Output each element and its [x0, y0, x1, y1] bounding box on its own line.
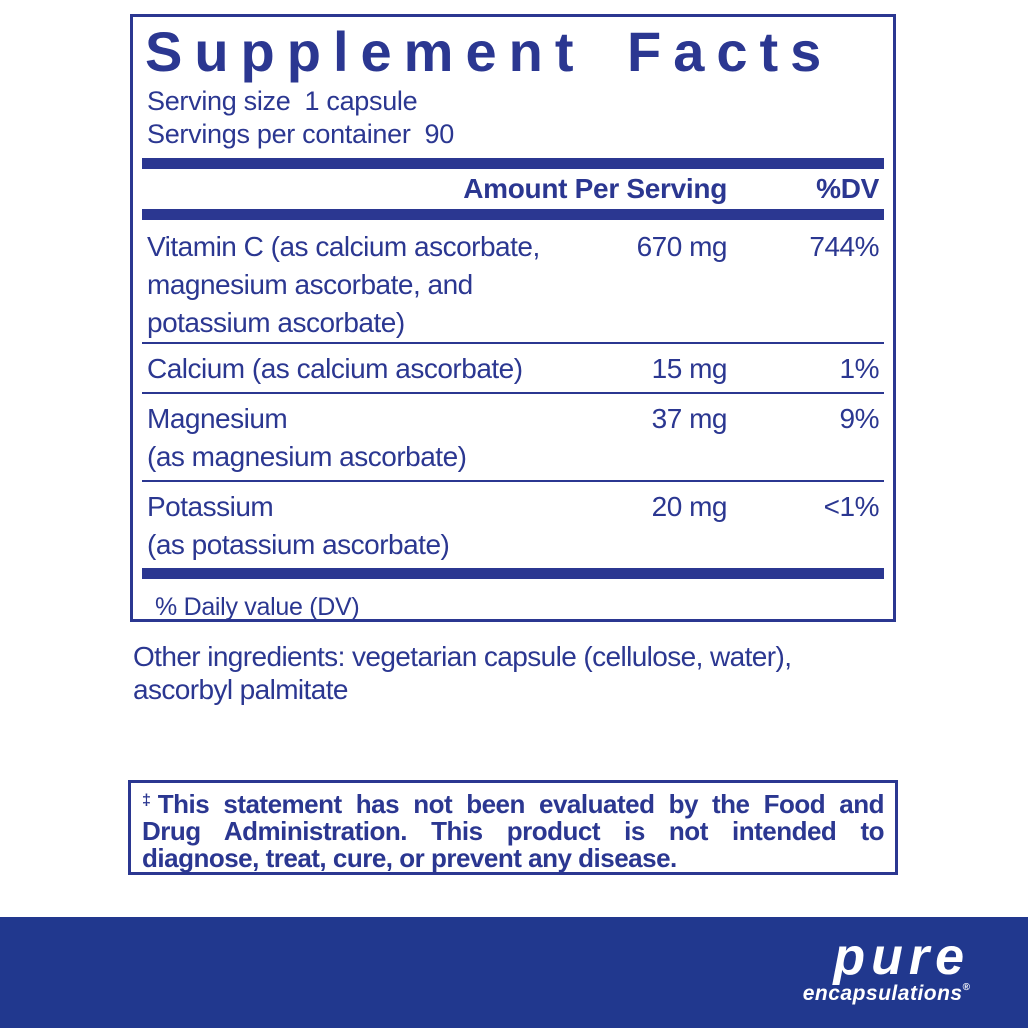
supplement-facts-title: Supplement Facts	[145, 20, 834, 83]
nutrient-name: Magnesium (as magnesium ascorbate)	[147, 400, 577, 476]
divider-thick-bottom	[142, 568, 884, 579]
divider-thin	[142, 480, 884, 482]
table-row-calcium: Calcium (as calcium ascorbate) 15 mg 1%	[133, 344, 893, 392]
nutrient-name-line: Calcium (as calcium ascorbate)	[147, 353, 523, 384]
nutrient-name-line: (as potassium ascorbate)	[147, 529, 450, 560]
fda-disclaimer-box: ‡This statement has not been evaluated b…	[128, 780, 898, 875]
nutrient-amount: 20 mg	[651, 491, 728, 522]
divider-thin	[142, 342, 884, 344]
table-row-vitamin-c: Vitamin C (as calcium ascorbate, magnesi…	[133, 220, 893, 342]
disclaimer-line: ‡This statement has not been evaluated b…	[142, 787, 885, 819]
other-ingredients-line: Other ingredients: vegetarian capsule (c…	[133, 641, 792, 672]
nutrient-name-line: Potassium	[147, 491, 274, 522]
servings-per-container-value: 90	[424, 119, 455, 149]
other-ingredients: Other ingredients: vegetarian capsule (c…	[133, 640, 908, 706]
divider-thin	[142, 392, 884, 394]
serving-size-value: 1 capsule	[304, 86, 418, 116]
serving-size-label: Serving size	[147, 86, 291, 116]
daily-value-footnote: % Daily value (DV)	[155, 593, 360, 621]
brand-subname: encapsulations®	[802, 982, 970, 1005]
nutrient-name: Vitamin C (as calcium ascorbate, magnesi…	[147, 228, 577, 342]
nutrient-name-line: (as magnesium ascorbate)	[147, 441, 467, 472]
nutrient-name: Potassium (as potassium ascorbate)	[147, 488, 577, 564]
divider-thick-header	[142, 209, 884, 220]
servings-per-container-line: Servings per container 90	[147, 118, 893, 151]
nutrient-name-line: Magnesium	[147, 403, 288, 434]
brand-name: pure	[833, 928, 970, 986]
header-percent-dv: %DV	[816, 173, 879, 204]
brand-band: pure encapsulations®	[0, 917, 1028, 1028]
nutrient-dv: 9%	[839, 403, 880, 434]
nutrient-amount: 37 mg	[651, 403, 728, 434]
disclaimer-text: This statement has not been evaluated by…	[157, 789, 885, 819]
nutrient-name-line: Vitamin C (as calcium ascorbate,	[147, 231, 540, 262]
nutrient-dv: 744%	[809, 231, 879, 262]
supplement-facts-panel: Supplement Facts Serving size 1 capsule …	[130, 14, 896, 622]
disclaimer-line: diagnose, treat, cure, or prevent any di…	[142, 845, 884, 872]
header-amount-per-serving: Amount Per Serving	[463, 173, 727, 204]
nutrient-amount: 15 mg	[651, 353, 728, 384]
brand-subname-text: encapsulations	[802, 982, 963, 1005]
table-row-magnesium: Magnesium (as magnesium ascorbate) 37 mg…	[133, 394, 893, 480]
disclaimer-text: Drug Administration. This product is not…	[142, 816, 885, 846]
serving-info: Serving size 1 capsule Servings per cont…	[147, 85, 893, 151]
double-dagger-mark: ‡	[142, 792, 158, 809]
nutrient-dv: <1%	[823, 491, 880, 522]
table-row-potassium: Potassium (as potassium ascorbate) 20 mg…	[133, 482, 893, 568]
nutrient-amount: 670 mg	[636, 231, 728, 262]
other-ingredients-line: ascorbyl palmitate	[133, 674, 348, 705]
divider-thick-top	[142, 158, 884, 169]
disclaimer-line: Drug Administration. This product is not…	[142, 816, 885, 846]
disclaimer-text: diagnose, treat, cure, or prevent any di…	[142, 843, 677, 873]
registered-trademark-icon: ®	[962, 982, 970, 993]
pure-encapsulations-logo: pure encapsulations®	[802, 928, 970, 1005]
servings-per-container-label: Servings per container	[147, 119, 411, 149]
nutrient-name-line: potassium ascorbate)	[147, 307, 405, 338]
nutrient-name-line: magnesium ascorbate, and	[147, 269, 473, 300]
table-header-row: Amount Per Serving %DV	[133, 169, 893, 209]
serving-size-line: Serving size 1 capsule	[147, 85, 893, 118]
nutrient-dv: 1%	[839, 353, 880, 384]
nutrient-name: Calcium (as calcium ascorbate)	[147, 350, 577, 388]
nutrient-table: Vitamin C (as calcium ascorbate, magnesi…	[133, 220, 893, 568]
